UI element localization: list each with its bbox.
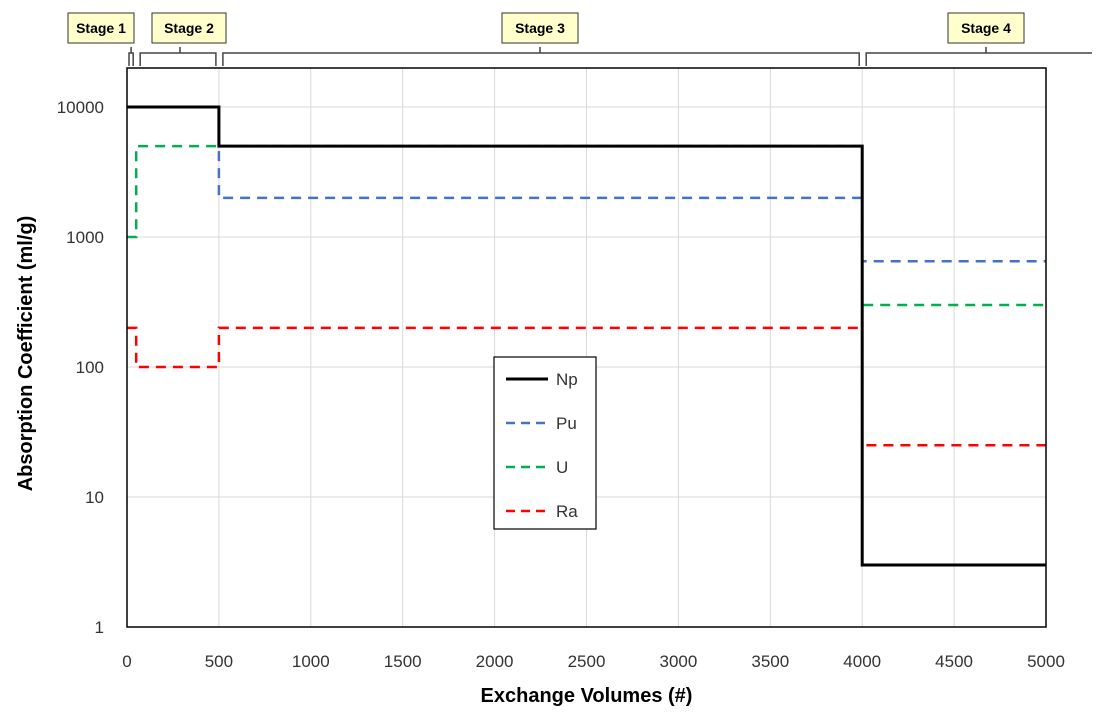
stage-label-box <box>67 12 135 44</box>
legend-label-u: U <box>556 458 568 477</box>
stage-label: Stage 4 <box>961 20 1011 36</box>
plot-frame <box>126 67 1047 628</box>
y-axis-title: Absorption Coefficient (ml/g) <box>15 216 37 492</box>
legend-box <box>493 356 597 530</box>
grid-lines <box>126 68 1047 628</box>
stage-annotation: Stage 1 <box>67 12 135 66</box>
y-tick-label: 100 <box>76 358 104 377</box>
x-axis-ticks: 0 500 1000 1500 2000 2500 3000 3500 4000 4500 5000 <box>122 652 1065 671</box>
stage-annotation: Stage 4 <box>865 12 1092 66</box>
series-lines <box>127 105 1046 567</box>
stage-annotation: Stage 2 <box>139 12 227 66</box>
legend-label-pu: Pu <box>556 414 577 433</box>
y-tick-label: 1 <box>95 618 104 637</box>
x-tick-label: 2500 <box>568 652 606 671</box>
stage-label-box <box>947 12 1025 44</box>
x-tick-label: 0 <box>122 652 131 671</box>
x-tick-label: 3500 <box>751 652 789 671</box>
series-np-line <box>127 105 1046 567</box>
x-tick-label: 2000 <box>476 652 514 671</box>
legend: Np Pu U Ra <box>493 356 597 530</box>
x-tick-label: 4500 <box>935 652 973 671</box>
stage-annotations: Stage 1 Stage 2 Stage 3 Stage 4 <box>67 12 1092 66</box>
y-tick-label: 10 <box>85 488 104 507</box>
stage-bracket <box>865 47 1092 66</box>
x-tick-label: 1000 <box>292 652 330 671</box>
stage-label-box <box>151 12 227 44</box>
stage-label: Stage 1 <box>76 20 126 36</box>
stage-label-box <box>501 12 579 44</box>
y-tick-label: 10000 <box>57 98 104 117</box>
x-tick-label: 5000 <box>1027 652 1065 671</box>
x-tick-label: 4000 <box>843 652 881 671</box>
x-axis-title: Exchange Volumes (#) <box>481 685 693 707</box>
y-tick-label: 1000 <box>66 228 104 247</box>
stage-bracket <box>139 47 217 66</box>
stage-label: Stage 3 <box>515 20 565 36</box>
x-tick-label: 3000 <box>659 652 697 671</box>
stage-annotation: Stage 3 <box>222 12 860 66</box>
stage-bracket <box>222 47 860 66</box>
legend-label-np: Np <box>556 370 578 389</box>
y-axis-ticks: 1 10 100 1000 10000 <box>57 98 104 637</box>
x-tick-label: 1500 <box>384 652 422 671</box>
legend-label-ra: Ra <box>556 502 578 521</box>
x-tick-label: 500 <box>205 652 233 671</box>
stage-label: Stage 2 <box>164 20 214 36</box>
stage-bracket <box>128 47 134 66</box>
